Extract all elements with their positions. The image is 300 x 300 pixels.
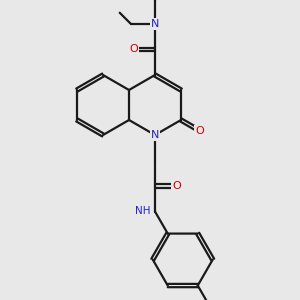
Text: O: O bbox=[172, 181, 181, 191]
Text: O: O bbox=[129, 44, 138, 55]
Text: N: N bbox=[151, 19, 159, 29]
Text: N: N bbox=[151, 130, 159, 140]
Text: NH: NH bbox=[135, 206, 151, 217]
Text: O: O bbox=[195, 126, 204, 136]
